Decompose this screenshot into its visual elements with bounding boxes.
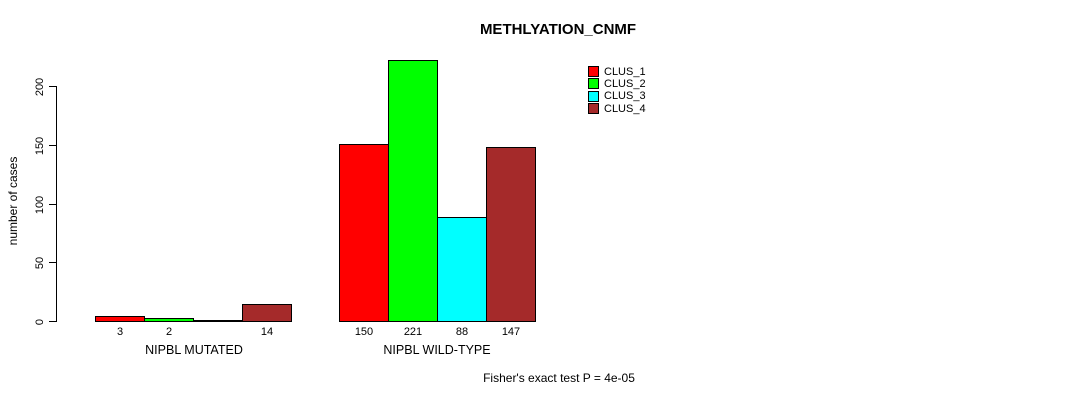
annotation-text: Fisher's exact test P = 4e-05: [483, 371, 635, 385]
bar-value-label: 3: [116, 326, 124, 338]
y-axis-tick: [49, 145, 57, 146]
y-axis-title: number of cases: [6, 156, 20, 246]
y-axis-tick: [49, 86, 57, 87]
bar-value-label: 88: [455, 326, 469, 338]
bar: [339, 144, 389, 322]
y-axis-tick: [49, 262, 57, 263]
chart-title: METHLYATION_CNMF: [479, 21, 637, 38]
y-axis-tick-label: 50: [34, 256, 46, 270]
y-axis-tick-label: 200: [34, 77, 46, 97]
bar: [144, 318, 194, 322]
bar: [486, 147, 536, 322]
bar-value-label: 2: [165, 326, 173, 338]
legend-item: CLUS_1: [588, 65, 646, 78]
y-axis-tick: [49, 204, 57, 205]
legend-swatch: [588, 78, 599, 90]
legend-label: CLUS_3: [604, 90, 646, 103]
legend-label: CLUS_4: [604, 102, 646, 115]
bar-value-label: 150: [354, 326, 374, 338]
legend-item: CLUS_2: [588, 77, 646, 90]
bar-value-label: 147: [501, 326, 521, 338]
legend-item: CLUS_3: [588, 90, 646, 103]
bar: [437, 217, 487, 322]
legend-item: CLUS_4: [588, 102, 646, 115]
bar: [242, 304, 292, 322]
legend-label: CLUS_1: [604, 65, 646, 78]
bar: [388, 60, 438, 322]
legend-swatch: [588, 66, 599, 77]
bar: [95, 316, 145, 322]
bar-zero-height: [193, 320, 243, 322]
legend-swatch: [588, 103, 599, 115]
bar-value-label: 221: [403, 326, 423, 338]
bar-value-label: 14: [260, 326, 274, 338]
y-axis-tick: [49, 321, 57, 322]
x-group-label-wildtype: NIPBL WILD-TYPE: [383, 343, 491, 357]
legend-swatch: [588, 90, 599, 102]
y-axis-tick-label: 0: [34, 318, 46, 326]
y-axis-tick-label: 100: [34, 195, 46, 215]
legend-label: CLUS_2: [604, 77, 646, 90]
legend: CLUS_1 CLUS_2 CLUS_3 CLUS_4: [588, 66, 646, 116]
y-axis-tick-label: 150: [34, 136, 46, 156]
x-group-label-mutated: NIPBL MUTATED: [145, 343, 243, 357]
